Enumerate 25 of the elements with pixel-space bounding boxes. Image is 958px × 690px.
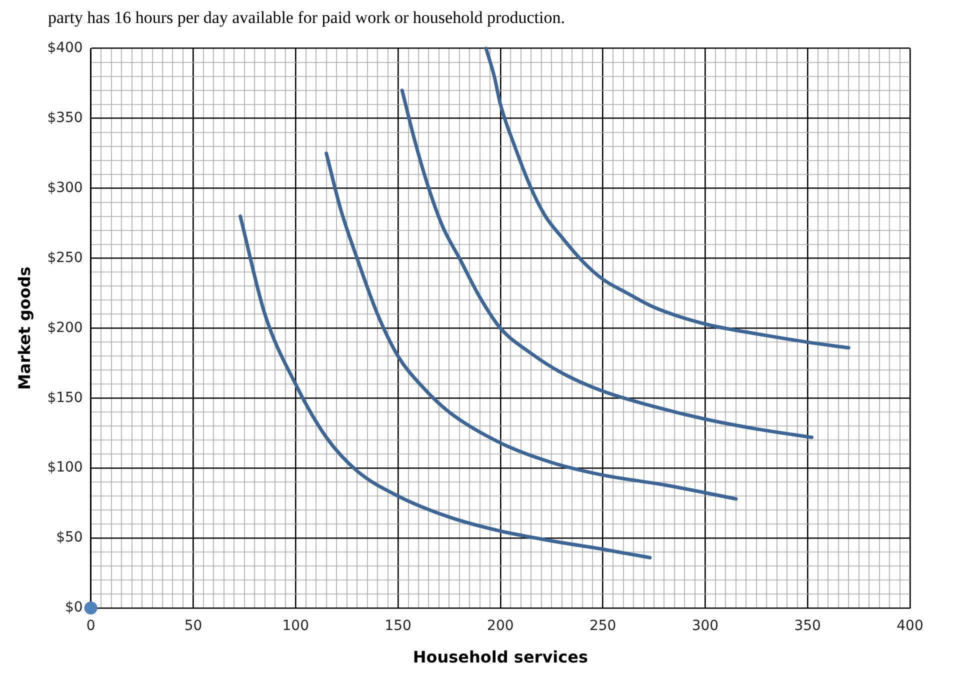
x-tick-label: 300 (692, 618, 719, 634)
x-tick-label: 200 (487, 618, 514, 634)
line-series (238, 214, 652, 560)
x-tick-label: 150 (384, 618, 412, 634)
y-tick-label: $0 (65, 600, 83, 616)
x-tick-label: 400 (896, 618, 924, 634)
line-series (324, 152, 738, 501)
y-tick-label: $200 (47, 320, 83, 336)
line-series (484, 46, 850, 350)
y-tick-label: $250 (47, 250, 83, 266)
y-tick-label: $150 (47, 390, 83, 406)
x-tick-label: 0 (86, 618, 96, 634)
y-tick-label: $300 (47, 180, 83, 196)
x-tick-label: 350 (794, 618, 821, 634)
x-tick-label: 100 (282, 618, 309, 634)
y-tick-label: $400 (47, 40, 83, 56)
x-tick-label: 50 (184, 618, 202, 634)
text: party has 16 hours per day available for paid work or household production. (48, 8, 566, 28)
line-series (400, 88, 814, 440)
y-tick-label: $100 (47, 460, 83, 476)
x-axis-title: Household services (412, 648, 588, 667)
y-tick-label: $50 (56, 530, 83, 546)
y-tick-label: $350 (47, 110, 83, 126)
x-tick-label: 250 (589, 618, 616, 634)
y-axis-title: Market goods (14, 266, 34, 390)
